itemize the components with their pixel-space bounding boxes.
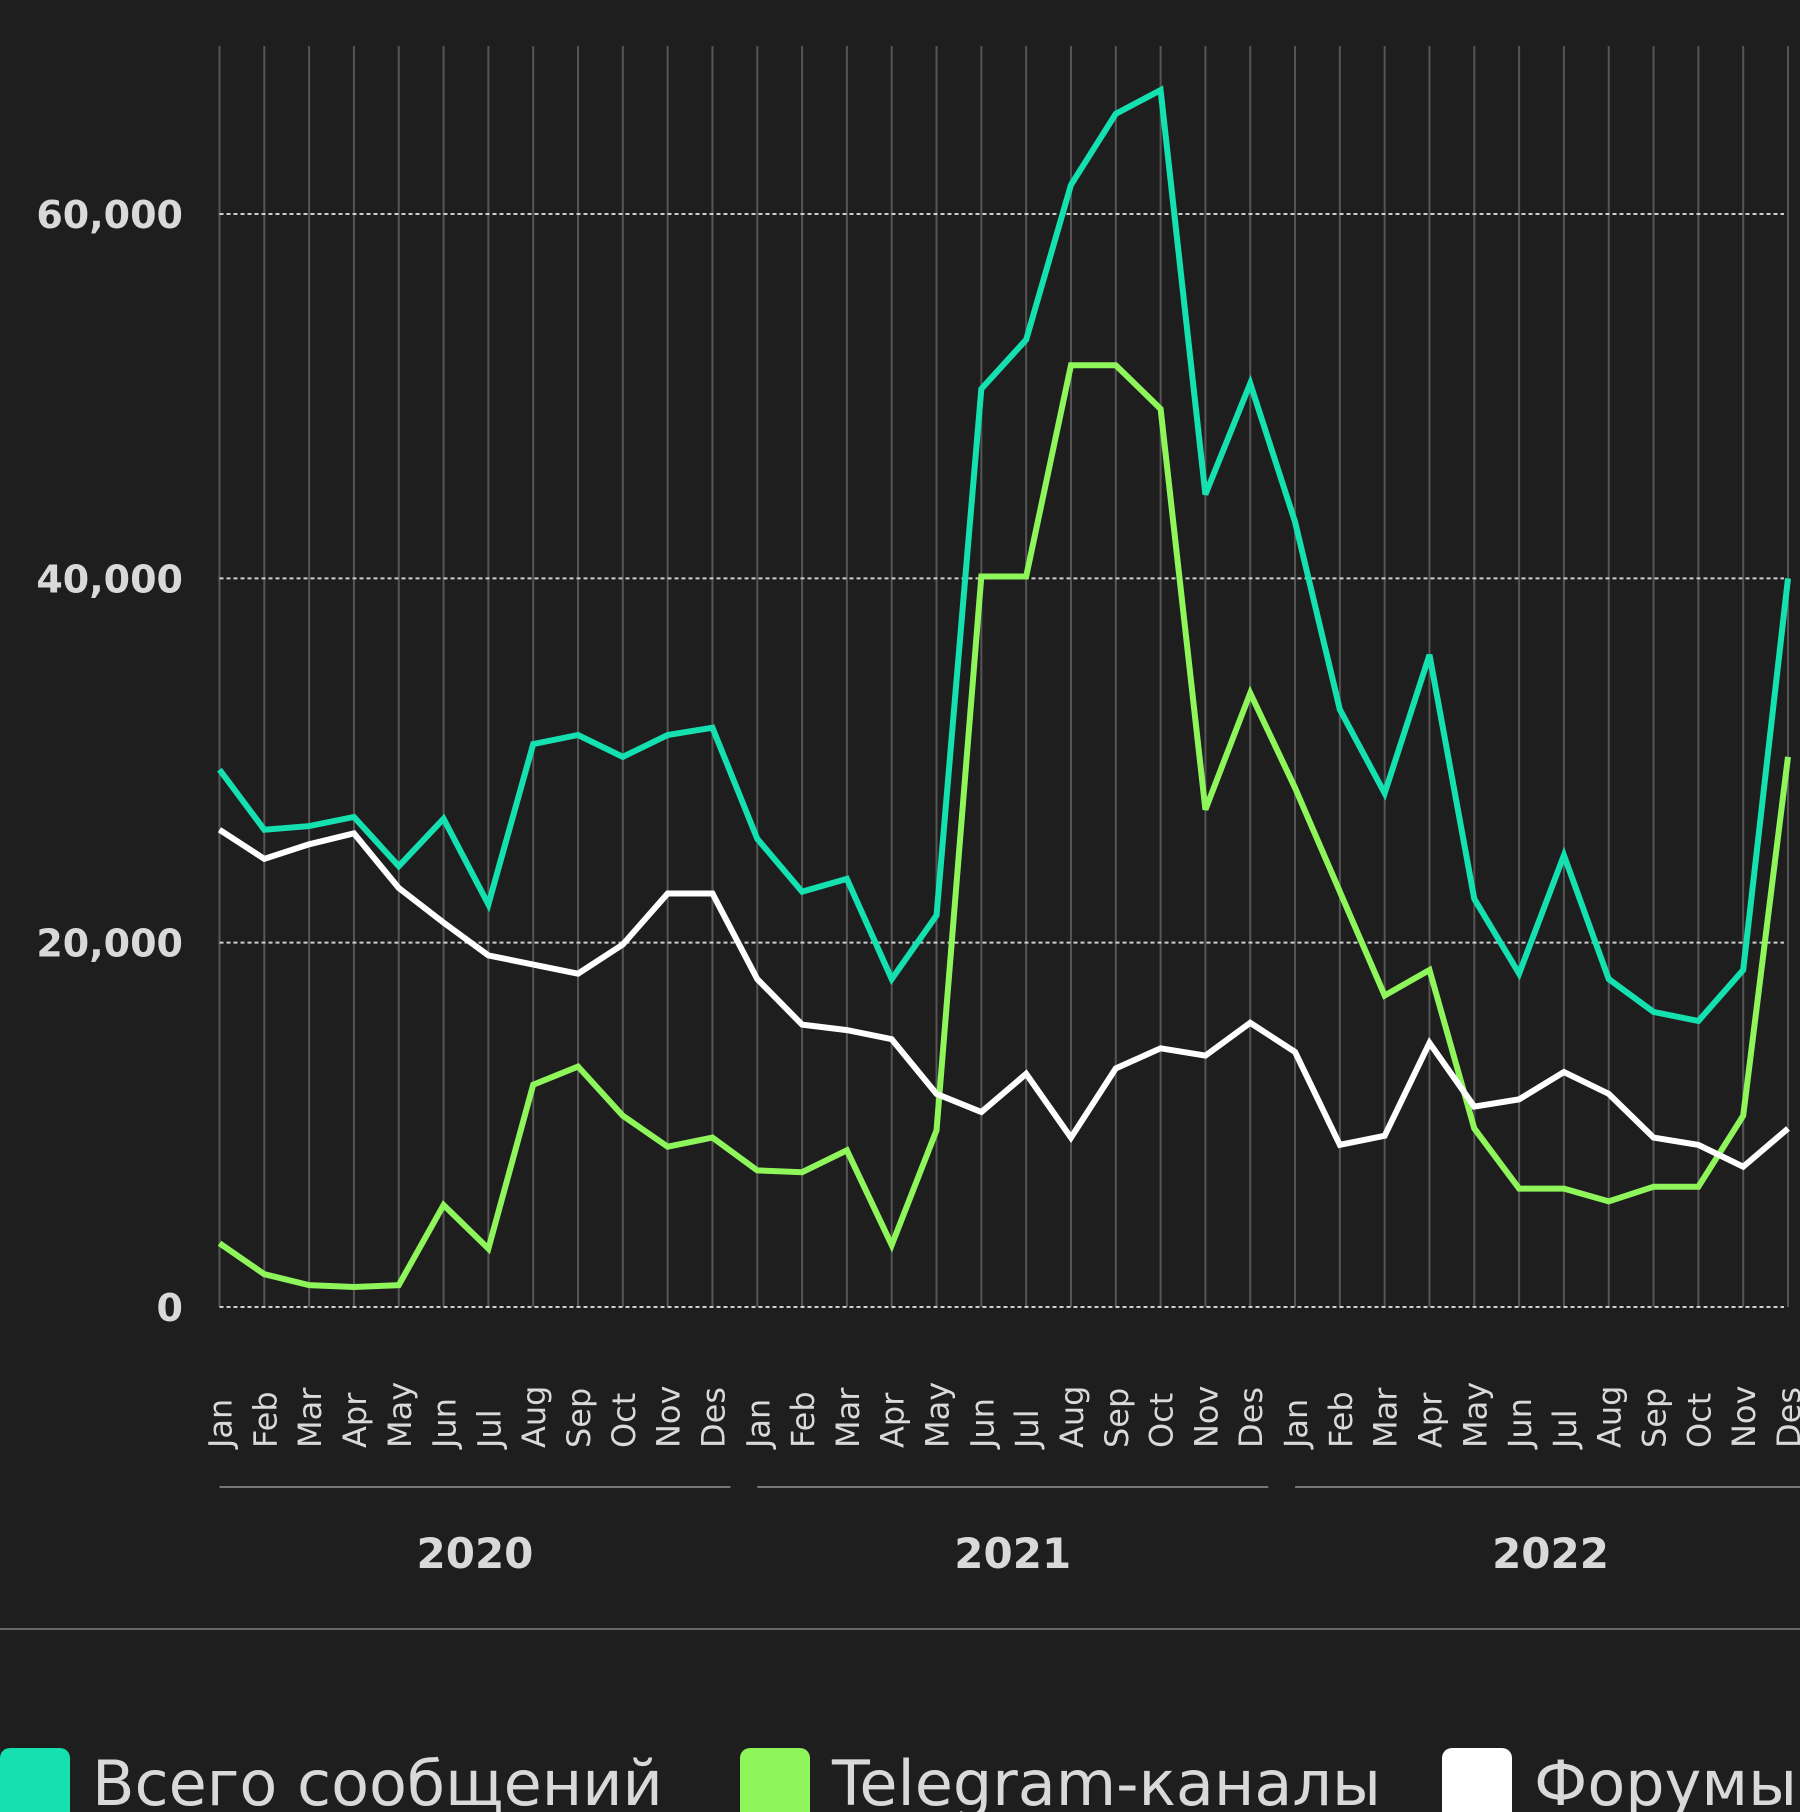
x-tick-label: May: [1456, 1382, 1494, 1448]
x-tick-label: Des: [694, 1387, 732, 1448]
x-tick-label: Feb: [1322, 1391, 1360, 1448]
series-line: [217, 85, 1791, 1025]
x-tick-label: Jun: [1501, 1398, 1539, 1450]
legend-label: Форумы: [1534, 1747, 1797, 1812]
x-tick-label: Jan: [202, 1399, 240, 1450]
x-tick-label: Des: [1770, 1387, 1800, 1448]
legend-swatch: [740, 1748, 810, 1812]
x-tick-label: Jul: [1546, 1409, 1584, 1450]
x-tick-label: Jun: [426, 1398, 464, 1450]
series-line: [217, 362, 1791, 1290]
x-tick-label: Feb: [246, 1391, 284, 1448]
year-label: 2022: [1492, 1529, 1609, 1578]
x-tick-label: Apr: [874, 1392, 912, 1448]
x-tick-label: May: [919, 1382, 957, 1448]
x-tick-label: Jan: [1277, 1399, 1315, 1450]
x-tick-label: Aug: [515, 1386, 553, 1448]
y-tick-label: 40,000: [36, 557, 183, 601]
x-tick-label: Oct: [605, 1393, 643, 1448]
x-tick-label: Mar: [291, 1387, 329, 1448]
x-tick-label: Sep: [1098, 1388, 1136, 1448]
year-label: 2020: [417, 1529, 534, 1578]
y-tick-label: 60,000: [36, 193, 183, 237]
legend-swatch: [1442, 1748, 1512, 1812]
year-label: 2021: [954, 1529, 1071, 1578]
x-tick-label: Apr: [336, 1392, 374, 1448]
x-tick-label: Jul: [470, 1409, 508, 1450]
x-tick-label: Aug: [1591, 1386, 1629, 1448]
x-tick-label: Apr: [1411, 1392, 1449, 1448]
x-tick-label: Mar: [1367, 1387, 1405, 1448]
x-tick-label: Jul: [1008, 1409, 1046, 1450]
x-tick-label: Nov: [1725, 1386, 1763, 1448]
x-tick-label: Nov: [650, 1386, 688, 1448]
legend-label: Всего сообщений: [92, 1747, 663, 1812]
x-tick-label: May: [381, 1382, 419, 1448]
x-tick-label: Sep: [560, 1388, 598, 1448]
x-tick-label: Des: [1232, 1387, 1270, 1448]
y-tick-label: 0: [157, 1286, 183, 1330]
x-tick-label: Nov: [1187, 1386, 1225, 1448]
x-tick-label: Jun: [963, 1398, 1001, 1450]
legend-swatch: [0, 1748, 70, 1812]
x-tick-label: Aug: [1053, 1386, 1091, 1448]
x-tick-label: Mar: [829, 1387, 867, 1448]
series-line: [217, 827, 1790, 1171]
x-tick-label: Jan: [739, 1399, 777, 1450]
x-tick-label: Feb: [784, 1391, 822, 1448]
x-tick-label: Oct: [1143, 1393, 1181, 1448]
legend-label: Telegram-каналы: [831, 1747, 1381, 1812]
x-tick-label: Oct: [1680, 1393, 1718, 1448]
x-tick-label: Sep: [1636, 1388, 1674, 1448]
y-tick-label: 20,000: [36, 922, 183, 966]
